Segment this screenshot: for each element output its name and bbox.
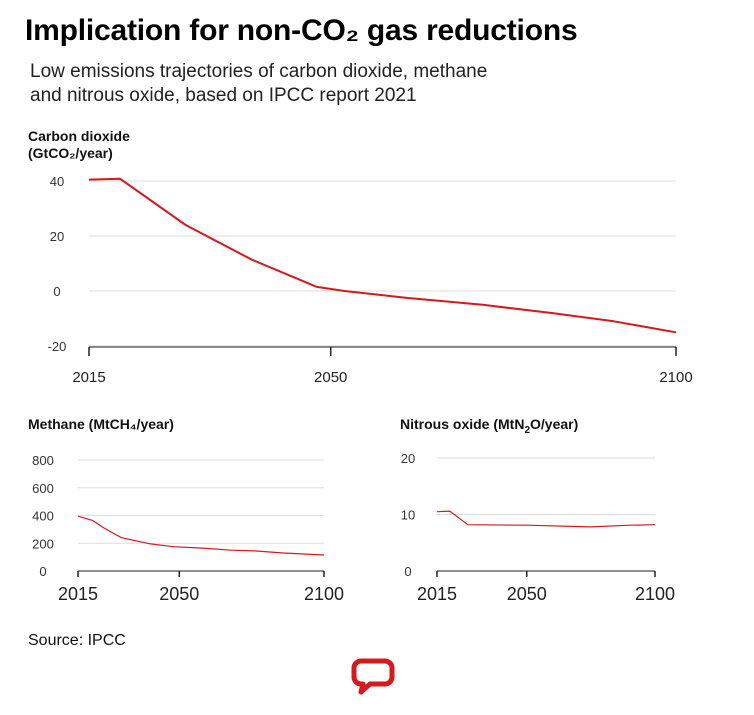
source-note: Source: IPCC [28,632,126,649]
n2o-y-tick-label: 20 [401,451,415,466]
co2-y-tick-label: 40 [50,174,64,189]
logo-bubble-shape [351,658,395,695]
methane-x-tick-label: 2015 [58,584,98,604]
co2-y-tick-label: 0 [53,284,60,299]
n2o-series-line [436,510,656,528]
subtitle-line-1: Low emissions trajectories of carbon dio… [30,61,488,82]
methane-y-tick-label: 600 [32,481,54,496]
co2-label-unit: (GtCO₂/year) [28,145,113,161]
n2o-x-tick-label: 2015 [417,584,457,604]
n2o-label-prefix: Nitrous oxide (MtN [400,416,525,432]
methane-y-tick-label: 800 [32,453,54,468]
co2-panel-label: Carbon dioxide (GtCO₂/year) [28,128,130,162]
co2-x-tick-label: 2015 [72,369,105,386]
co2-y-tick-label: 20 [50,229,64,244]
methane-y-tick-label: 200 [32,536,54,551]
n2o-panel-label: Nitrous oxide (MtN2O/year) [400,416,578,439]
n2o-y-tick-label: 10 [401,508,415,523]
co2-series-line [88,177,677,334]
co2-y-tick-label: -20 [48,339,67,354]
co2-x-tick-label: 2050 [314,369,347,386]
n2o-label-suffix: O/year) [530,416,579,432]
n2o-x-tick-label: 2050 [507,584,547,604]
methane-x-tick-label: 2050 [159,584,199,604]
methane-panel-label: Methane (MtCH₄/year) [28,416,174,432]
speech-bubble-logo-icon [351,658,395,695]
subtitle-line-2: and nitrous oxide, based on IPCC report … [30,85,417,106]
co2-label-name: Carbon dioxide [28,128,130,144]
co2-x-tick-label: 2100 [659,369,692,386]
methane-x-tick-label: 2100 [304,584,344,604]
n2o-y-tick-label: 0 [404,564,411,579]
methane-series-line [77,515,325,556]
chart-title: Implication for non-CO₂ gas reductions [25,14,578,47]
n2o-label-subscript: 2 [524,424,531,436]
n2o-x-tick-label: 2100 [635,584,675,604]
methane-y-tick-label: 0 [39,564,46,579]
methane-y-tick-label: 400 [32,509,54,524]
chart-subtitle: Low emissions trajectories of carbon dio… [30,60,650,108]
